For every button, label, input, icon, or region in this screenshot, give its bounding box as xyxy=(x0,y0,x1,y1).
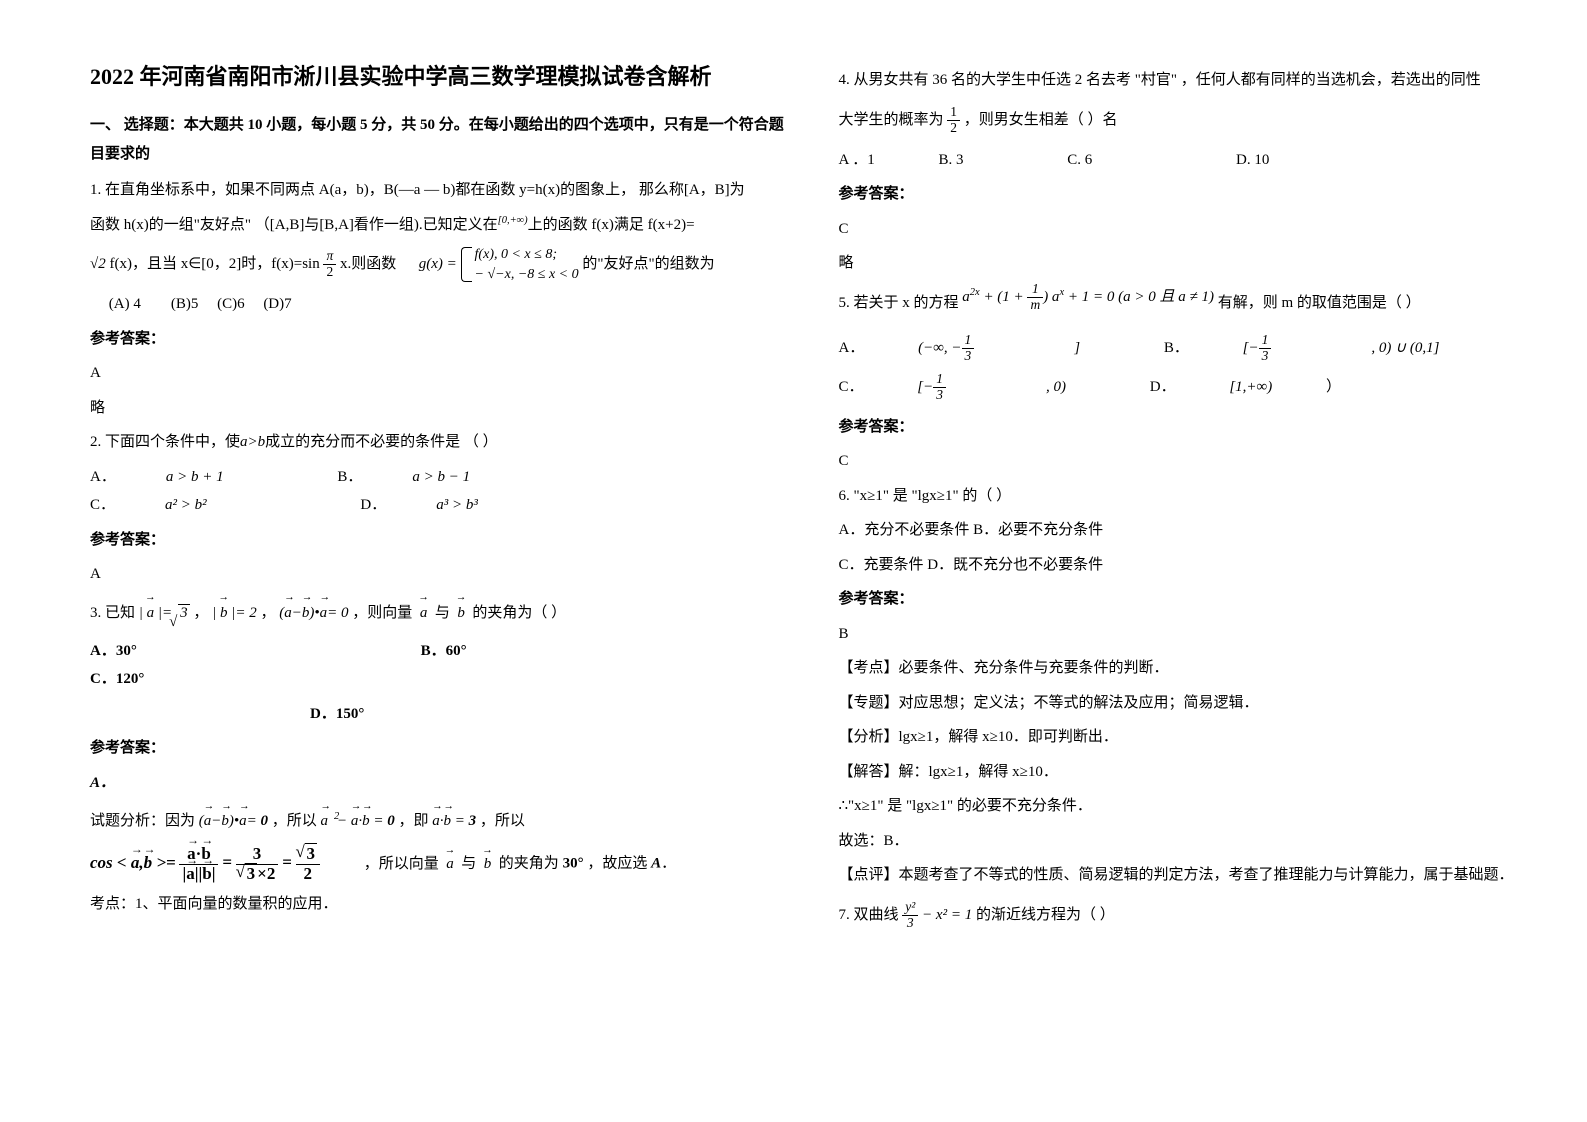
q6-answer: B xyxy=(839,620,1538,649)
q3-answer-head: 参考答案： xyxy=(90,734,789,763)
q1-options: (A) 4 (B)5 (C)6 (D)7 xyxy=(90,290,789,319)
q6-answer-head: 参考答案： xyxy=(839,585,1538,614)
q4-options: A ．1 B. 3 C. 6 D. 10 xyxy=(839,146,1538,175)
q2-answer: A xyxy=(90,560,789,589)
q3-options-row1: A．30° B．60° C．120° xyxy=(90,637,789,694)
q6-k2: 【专题】对应思想；定义法；不等式的解法及应用；简易逻辑． xyxy=(839,689,1538,718)
q4-answer-head: 参考答案： xyxy=(839,180,1538,209)
question-2: 2. 下面四个条件中，使a>b成立的充分而不必要的条件是 （ ） xyxy=(90,428,789,457)
q6-k4: 【解答】解：lgx≥1，解得 x≥10． xyxy=(839,758,1538,787)
q6-k3: 【分析】lgx≥1，解得 x≥10．即可判断出． xyxy=(839,723,1538,752)
q2-answer-head: 参考答案： xyxy=(90,526,789,555)
q6-k5: ∴"x≥1" 是 "lgx≥1" 的必要不充分条件． xyxy=(839,792,1538,821)
q3-explain-formula: cos < a,b >= a·b |a||b| = 3 3×2 = 3 2 ，所… xyxy=(90,845,789,883)
question-1-line3: √2 f(x)，且当 x∈[0，2]时，f(x)=sin π2 x.则函数 g(… xyxy=(90,245,789,284)
question-1: 1. 在直角坐标系中，如果不同两点 A(a，b)，B(—a — b)都在函数 y… xyxy=(90,176,789,205)
q5-answer: C xyxy=(839,447,1538,476)
section-1-heading: 一、 选择题：本大题共 10 小题，每小题 5 分，共 50 分。在每小题给出的… xyxy=(90,111,789,168)
q4-note: 略 xyxy=(839,249,1538,278)
q1-line1: 1. 在直角坐标系中，如果不同两点 A(a，b)，B(—a — b)都在函数 y… xyxy=(90,182,745,198)
question-5: 5. 若关于 x 的方程 a2x + (1 + 1m) ax + 1 = 0 (… xyxy=(839,284,1538,323)
q6-options-cd: C．充要条件 D．既不充分也不必要条件 xyxy=(839,551,1538,580)
q6-k6: 故选：B． xyxy=(839,827,1538,856)
right-column: 4. 从男女共有 36 名的大学生中任选 2 名去考 "村官" ，任何人都有同样… xyxy=(839,60,1538,1092)
question-1-line2: 函数 h(x)的一组"友好点" （[A,B]与[B,A]看作一组).已知定义在[… xyxy=(90,211,789,240)
q1-note: 略 xyxy=(90,394,789,423)
q6-k7: 【点评】本题考查了不等式的性质、简易逻辑的判定方法，考查了推理能力与计算能力，属… xyxy=(839,861,1538,890)
question-7: 7. 双曲线 y²3 − x² = 1 的渐近线方程为（ ） xyxy=(839,896,1538,935)
q3-options-row2: D．150° xyxy=(90,700,789,729)
document-title: 2022 年河南省南阳市淅川县实验中学高三数学理模拟试卷含解析 xyxy=(90,60,789,93)
q6-options-ab: A．充分不必要条件 B．必要不充分条件 xyxy=(839,516,1538,545)
question-4: 4. 从男女共有 36 名的大学生中任选 2 名去考 "村官" ，任何人都有同样… xyxy=(839,66,1538,95)
question-6: 6. "x≥1" 是 "lgx≥1" 的（ ） xyxy=(839,482,1538,511)
q2-options: A．a > b + 1 B．a > b − 1 C．a² > b² D．a³ >… xyxy=(90,463,789,520)
question-4-line2: 大学生的概率为 12 ，则男女生相差（ ）名 xyxy=(839,101,1538,140)
q5-options: A． (−∞, −13] B． [−13, 0) ∪ (0,1] C． [−13… xyxy=(839,329,1538,407)
q1-answer-head: 参考答案： xyxy=(90,325,789,354)
q1-answer: A xyxy=(90,359,789,388)
question-3: 3. 已知 | a |=3 ， | b |= 2 ， (a−b)•a= 0 ，则… xyxy=(90,595,789,631)
q3-kaodian: 考点：1、平面向量的数量积的应用． xyxy=(90,890,789,919)
q6-k1: 【考点】必要条件、充分条件与充要条件的判断． xyxy=(839,654,1538,683)
q4-answer: C xyxy=(839,215,1538,244)
q5-answer-head: 参考答案： xyxy=(839,413,1538,442)
left-column: 2022 年河南省南阳市淅川县实验中学高三数学理模拟试卷含解析 一、 选择题：本… xyxy=(90,60,789,1092)
